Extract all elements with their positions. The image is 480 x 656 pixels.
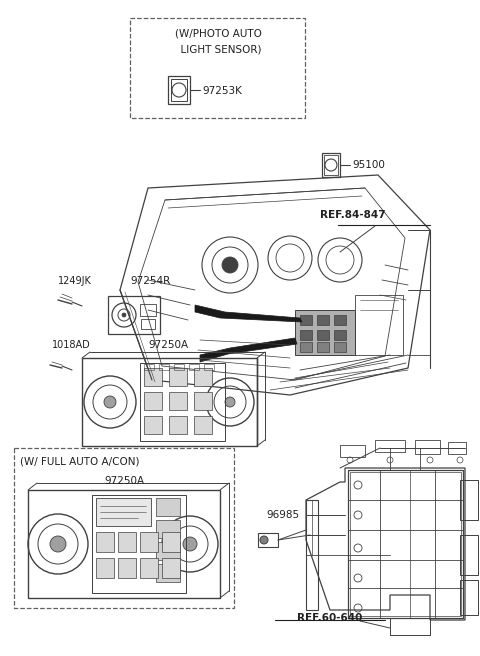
Text: 96985: 96985 <box>266 510 299 520</box>
Text: LIGHT SENSOR): LIGHT SENSOR) <box>174 44 262 54</box>
Bar <box>340 445 365 457</box>
Bar <box>140 363 225 441</box>
Circle shape <box>104 396 116 408</box>
Bar <box>460 480 478 520</box>
Bar <box>82 358 257 446</box>
Text: REF.84-847: REF.84-847 <box>320 210 386 220</box>
Circle shape <box>225 397 235 407</box>
Bar <box>448 442 466 454</box>
Bar <box>14 448 234 608</box>
Bar <box>317 330 329 340</box>
Bar <box>300 342 312 352</box>
Bar <box>144 368 162 386</box>
Bar <box>156 520 180 538</box>
Bar <box>194 368 212 386</box>
Bar <box>162 532 180 552</box>
Bar <box>317 315 329 325</box>
Bar <box>460 580 478 615</box>
Text: (W/PHOTO AUTO: (W/PHOTO AUTO <box>175 28 262 38</box>
Bar <box>96 558 114 578</box>
Bar <box>350 472 461 616</box>
Circle shape <box>122 313 126 317</box>
Bar <box>140 304 156 316</box>
Bar <box>141 319 155 329</box>
Text: 97250A: 97250A <box>148 340 188 350</box>
Bar <box>204 364 214 370</box>
Bar <box>334 342 346 352</box>
Bar <box>348 470 463 618</box>
Bar <box>171 79 187 101</box>
Bar <box>96 532 114 552</box>
Bar <box>92 495 186 593</box>
Text: 97254R: 97254R <box>130 276 170 286</box>
Bar <box>159 364 169 370</box>
Bar <box>375 440 405 452</box>
Bar <box>168 76 190 104</box>
Bar <box>162 558 180 578</box>
Text: 1018AD: 1018AD <box>52 340 91 350</box>
Bar <box>144 416 162 434</box>
Bar <box>194 392 212 410</box>
Bar <box>317 342 329 352</box>
Circle shape <box>222 257 238 273</box>
Bar <box>130 18 305 118</box>
Bar <box>118 532 136 552</box>
Bar <box>334 330 346 340</box>
Bar <box>460 535 478 575</box>
Bar <box>156 542 180 560</box>
Bar <box>156 564 180 582</box>
Text: 95100: 95100 <box>352 160 385 170</box>
Bar <box>295 310 355 355</box>
Bar <box>169 368 187 386</box>
Text: REF.60-640: REF.60-640 <box>297 613 363 623</box>
Text: 97253K: 97253K <box>202 86 242 96</box>
Bar <box>144 364 154 370</box>
Text: 97250A: 97250A <box>104 476 144 486</box>
Bar <box>322 153 340 177</box>
Bar <box>300 315 312 325</box>
Text: 1249JK: 1249JK <box>58 276 92 286</box>
Bar <box>144 392 162 410</box>
Circle shape <box>50 536 66 552</box>
Bar <box>96 498 151 526</box>
Bar <box>334 315 346 325</box>
Bar <box>140 532 158 552</box>
Bar <box>355 295 403 355</box>
Bar <box>324 155 338 175</box>
Circle shape <box>260 536 268 544</box>
Bar <box>108 296 160 334</box>
Bar <box>189 364 199 370</box>
Polygon shape <box>200 338 297 362</box>
Bar <box>118 558 136 578</box>
Bar <box>194 416 212 434</box>
Bar <box>300 330 312 340</box>
Text: (W/ FULL AUTO A/CON): (W/ FULL AUTO A/CON) <box>20 456 140 466</box>
Bar <box>140 558 158 578</box>
Bar <box>156 498 180 516</box>
Bar <box>28 490 220 598</box>
Bar <box>258 533 278 547</box>
Bar <box>174 364 184 370</box>
Bar <box>169 392 187 410</box>
Bar <box>306 500 318 610</box>
Polygon shape <box>195 305 302 322</box>
Circle shape <box>183 537 197 551</box>
Bar <box>169 416 187 434</box>
Bar <box>415 440 440 454</box>
